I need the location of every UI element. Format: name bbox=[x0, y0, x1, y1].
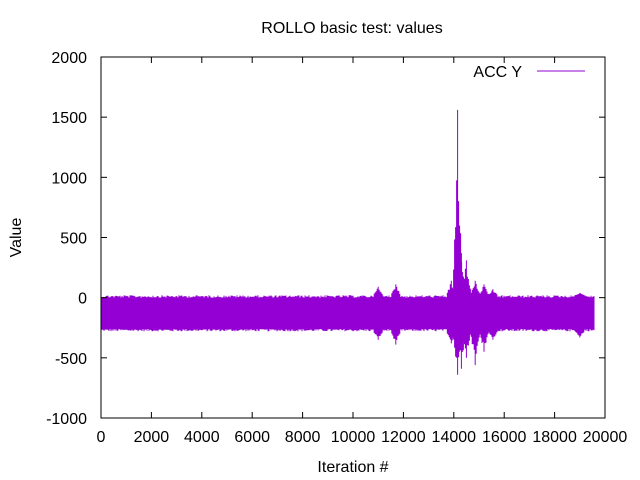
series-acc-y-burst bbox=[575, 292, 585, 338]
x-axis: 0 2000 4000 6000 8000 10000 12000 14000 16000 180… bbox=[97, 57, 628, 446]
x-tick-label: 6000 bbox=[234, 429, 270, 446]
x-tick-label: 8000 bbox=[285, 429, 321, 446]
legend-label-acc-y: ACC Y bbox=[473, 64, 522, 81]
series-acc-y-burst bbox=[470, 280, 480, 366]
y-axis-title: Value bbox=[8, 218, 25, 258]
y-tick-label: 0 bbox=[78, 291, 87, 308]
y-tick-label: 1500 bbox=[51, 110, 87, 127]
y-tick-label: -500 bbox=[55, 351, 87, 368]
x-tick-label: 10000 bbox=[331, 429, 376, 446]
x-tick-label: 20000 bbox=[583, 429, 628, 446]
chart-title: ROLLO basic test: values bbox=[261, 20, 442, 37]
x-axis-title: Iteration # bbox=[317, 459, 388, 476]
series-acc-y-burst bbox=[488, 289, 498, 340]
x-tick-label: 4000 bbox=[184, 429, 220, 446]
plot-frame bbox=[100, 56, 606, 419]
series-acc-y-burst bbox=[391, 284, 401, 345]
x-tick-label: 2000 bbox=[134, 429, 170, 446]
y-axis: -1000 -500 0 500 1000 1500 2000 bbox=[46, 50, 605, 428]
y-tick-label: 2000 bbox=[51, 50, 87, 67]
series-acc-y-burst bbox=[479, 284, 489, 352]
series-acc-y-burst bbox=[373, 286, 383, 340]
x-tick-label: 18000 bbox=[532, 429, 577, 446]
x-tick-label: 12000 bbox=[381, 429, 426, 446]
plot-area bbox=[100, 109, 595, 375]
y-tick-label: 500 bbox=[60, 231, 87, 248]
y-tick-label: 1000 bbox=[51, 170, 87, 187]
legend: ACC Y bbox=[473, 64, 585, 81]
series-acc-y-burst bbox=[461, 260, 471, 358]
y-tick-label: -1000 bbox=[46, 411, 87, 428]
series-acc-y-band bbox=[100, 295, 595, 332]
x-tick-label: 14000 bbox=[432, 429, 477, 446]
x-tick-label: 16000 bbox=[482, 429, 527, 446]
x-tick-label: 0 bbox=[97, 429, 106, 446]
